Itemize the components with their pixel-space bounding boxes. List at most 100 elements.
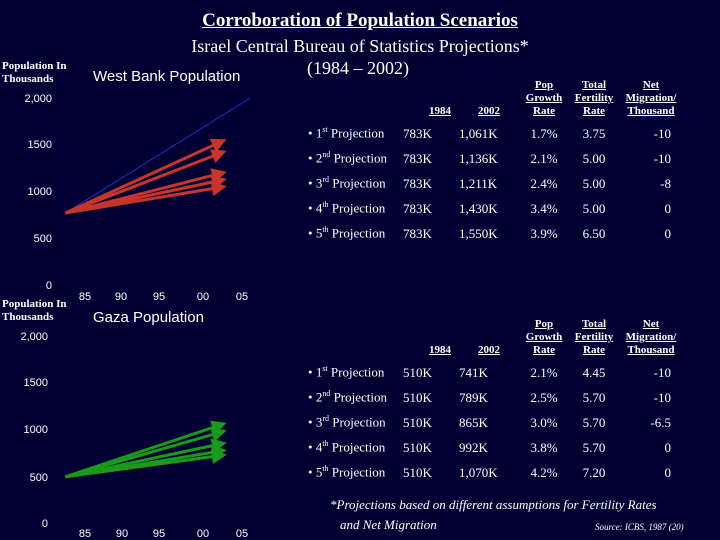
y-tick-label: 0	[46, 280, 52, 292]
growth-rate-cell: 4.2%	[530, 464, 558, 480]
x-tick-label: 90	[116, 528, 128, 540]
projection-ordinal: 3	[315, 175, 323, 191]
table-row: • 1st Projection 510K 741K 2.1% 4.45 -10	[308, 360, 683, 385]
projection-line-3	[65, 168, 227, 215]
growth-rate-cell: 3.4%	[530, 200, 558, 216]
base-population-cell: 783K	[403, 225, 432, 241]
fertility-rate-cell: 7.20	[582, 464, 606, 480]
base-population-cell: 510K	[403, 464, 432, 480]
fertility-rate-cell: 4.45	[582, 364, 606, 380]
base-population-cell: 510K	[403, 389, 432, 405]
table-header-row: 1984 2002 Pop Growth Rate Total Fertilit…	[308, 318, 683, 360]
net-migration-cell: -10	[653, 364, 671, 380]
y-tick-label: 1500	[28, 139, 52, 151]
net-migration-cell: 0	[664, 439, 672, 455]
projection-ordinal: 1	[315, 125, 323, 141]
projection-ordinal-suffix: rd	[322, 175, 329, 185]
charts-svg: 2,000 1500 1000 500 0 85 90 95 00 05 2,0…	[20, 93, 251, 540]
projection-label: Projection	[327, 364, 385, 380]
table-header-cell: 1984	[429, 105, 451, 117]
projection-label-cell: • 1st Projection	[308, 125, 385, 141]
projection-line-4	[64, 149, 227, 215]
fertility-rate-cell: 5.70	[582, 439, 606, 455]
table-row: • 2nd Projection 783K 1,136K 2.1% 5.00 -10	[308, 146, 683, 171]
net-migration-cell: -10	[653, 389, 671, 405]
projected-population-cell: 865K	[459, 414, 488, 430]
projection-ordinal-suffix: th	[322, 439, 329, 449]
net-migration-cell: 0	[664, 464, 672, 480]
projection-ordinal-suffix: th	[322, 200, 329, 210]
projection-label-cell: • 4th Projection	[308, 200, 386, 216]
page-title: Corroboration of Population Scenarios	[202, 10, 518, 31]
projection-label: Projection	[327, 125, 385, 141]
projection-ordinal: 3	[315, 414, 323, 430]
projection-ordinal-suffix: th	[322, 464, 329, 474]
x-tick-label: 95	[153, 528, 165, 540]
x-tick-label: 90	[115, 291, 127, 303]
footnote-continued: and Net Migration	[340, 517, 437, 532]
projected-population-cell: 1,136K	[459, 150, 498, 166]
growth-rate-cell: 3.9%	[530, 225, 558, 241]
projection-ordinal: 4	[315, 439, 323, 455]
projection-label-cell: • 2nd Projection	[308, 389, 387, 405]
projection-label: Projection	[330, 150, 387, 166]
projection-ordinal: 5	[315, 464, 323, 480]
base-population-cell: 510K	[403, 414, 432, 430]
table-header-cell: Net Migration/ Thousand	[625, 318, 677, 356]
growth-rate-cell: 2.1%	[530, 150, 558, 166]
projected-population-cell: 1,070K	[459, 464, 498, 480]
table-header-cell: Pop Growth Rate	[525, 79, 563, 117]
west-bank-chart-title: West Bank Population	[93, 68, 241, 85]
projection-line-5	[64, 138, 227, 215]
base-population-cell: 783K	[403, 175, 432, 191]
projection-ordinal: 4	[315, 200, 323, 216]
x-tick-label: 05	[236, 291, 248, 303]
net-migration-cell: 0	[664, 225, 672, 241]
fertility-rate-cell: 5.70	[582, 414, 606, 430]
fertility-rate-cell: 3.75	[582, 125, 606, 141]
west-bank-y-axis-label: Population In Thousands	[2, 60, 67, 85]
gaza-chart: 2,000 1500 1000 500 0 85 90 95 00 05	[20, 331, 248, 540]
x-tick-label: 95	[153, 291, 165, 303]
net-migration-cell: -8	[660, 175, 671, 191]
footnote: *Projections based on different assumpti…	[330, 497, 657, 512]
projection-label: Projection	[328, 464, 386, 480]
projection-ordinal-suffix: nd	[322, 389, 331, 399]
net-migration-cell: -10	[653, 125, 671, 141]
projection-ordinal: 2	[315, 389, 323, 405]
fertility-rate-cell: 5.00	[582, 175, 606, 191]
table-row: • 4th Projection 510K 992K 3.8% 5.70 0	[308, 435, 683, 460]
table-header-cell: 2002	[478, 105, 500, 117]
base-population-cell: 783K	[403, 150, 432, 166]
west-bank-projection-table: 1984 2002 Pop Growth Rate Total Fertilit…	[308, 79, 683, 246]
y-tick-label: 2,000	[20, 331, 48, 343]
projection-ordinal: 1	[315, 364, 323, 380]
projection-label-cell: • 5th Projection	[308, 225, 386, 241]
x-tick-label: 85	[79, 291, 91, 303]
projection-line-3	[65, 438, 227, 479]
west-bank-chart: 2,000 1500 1000 500 0 85 90 95 00 05	[24, 93, 251, 303]
table-header-cell: 2002	[478, 344, 500, 356]
x-tick-label: 05	[236, 528, 248, 540]
projection-label-cell: • 5th Projection	[308, 464, 386, 480]
projection-label: Projection	[330, 389, 387, 405]
table-header-cell	[308, 318, 403, 360]
table-header-cell	[308, 79, 403, 121]
projection-label: Projection	[328, 439, 386, 455]
projected-population-cell: 1,430K	[459, 200, 498, 216]
projection-line-5	[64, 420, 227, 479]
table-row: • 5th Projection 783K 1,550K 3.9% 6.50 0	[308, 221, 683, 246]
fertility-rate-cell: 5.00	[582, 150, 606, 166]
table-header-cell: Total Fertility Rate	[574, 318, 614, 356]
projection-label: Projection	[328, 225, 386, 241]
table-header-row: 1984 2002 Pop Growth Rate Total Fertilit…	[308, 79, 683, 121]
fertility-rate-cell: 6.50	[582, 225, 606, 241]
fertility-rate-cell: 5.70	[582, 389, 606, 405]
projection-label: Projection	[328, 175, 386, 191]
projection-ordinal: 2	[315, 150, 323, 166]
projection-label: Projection	[328, 414, 386, 430]
y-tick-label: 500	[30, 472, 48, 484]
projected-population-cell: 1,061K	[459, 125, 498, 141]
x-tick-label: 00	[197, 528, 209, 540]
base-population-cell: 783K	[403, 200, 432, 216]
